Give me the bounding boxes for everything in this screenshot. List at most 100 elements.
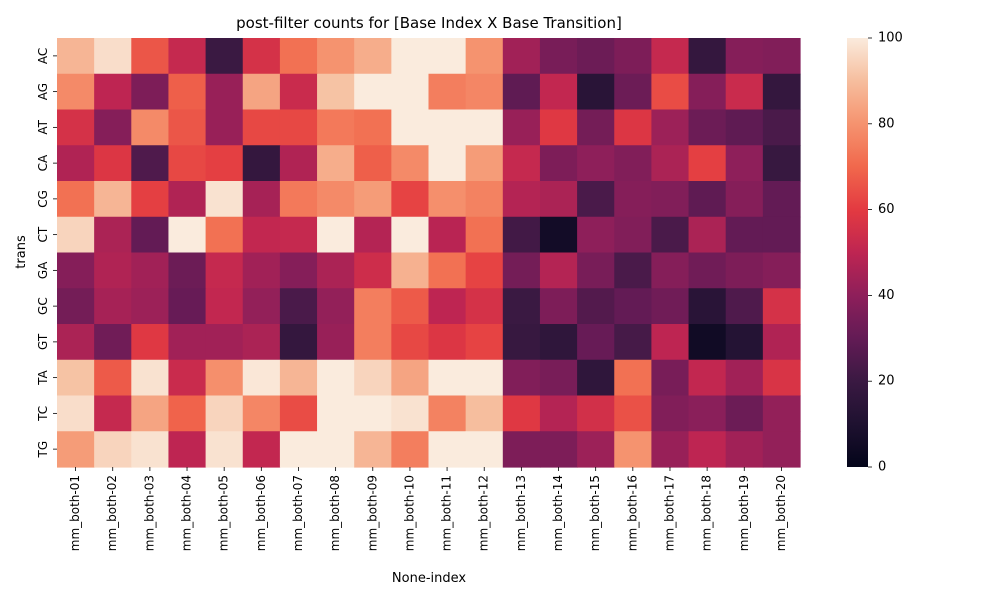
- heatmap-cell: [577, 109, 615, 146]
- heatmap-cell: [131, 73, 170, 111]
- heatmap-cell: [614, 288, 652, 325]
- heatmap-cell: [651, 145, 690, 182]
- heatmap-cell: [688, 216, 727, 254]
- heatmap-cell: [465, 252, 504, 289]
- heatmap-cell: [428, 395, 467, 432]
- heatmap-cell: [725, 288, 764, 325]
- heatmap-cell: [539, 109, 578, 146]
- y-tick-label: CA: [36, 154, 50, 171]
- heatmap-cell: [539, 216, 578, 254]
- x-tick-label: mm_both-12: [477, 475, 491, 551]
- heatmap-cell: [354, 431, 392, 468]
- heatmap-cell: [168, 181, 207, 218]
- heatmap-cell: [577, 145, 615, 182]
- heatmap-cell: [168, 395, 207, 432]
- heatmap-cell: [391, 288, 430, 325]
- heatmap-cell: [762, 431, 801, 468]
- heatmap-cell: [317, 216, 355, 254]
- heatmap-cell: [502, 216, 541, 254]
- heatmap-cell: [391, 252, 430, 289]
- heatmap-cell: [94, 181, 132, 218]
- heatmap-cell: [391, 324, 430, 361]
- heatmap-cell: [317, 109, 355, 146]
- x-tick-label: mm_both-15: [588, 475, 602, 551]
- heatmap-cell: [242, 216, 281, 254]
- heatmap-cell: [465, 359, 504, 397]
- heatmap-cell: [242, 395, 281, 432]
- heatmap-cell: [317, 38, 355, 75]
- heatmap-cell: [502, 181, 541, 218]
- heatmap-cell: [502, 73, 541, 111]
- heatmap-cell: [391, 38, 430, 75]
- heatmap-cell: [502, 324, 541, 361]
- heatmap-cell: [205, 73, 244, 111]
- heatmap-cell: [94, 73, 132, 111]
- heatmap-cell: [57, 252, 95, 289]
- heatmap-cell: [131, 38, 170, 75]
- heatmap-cell: [242, 73, 281, 111]
- heatmap-cell: [94, 359, 132, 397]
- heatmap-cell: [577, 431, 615, 468]
- heatmap-cell: [688, 145, 727, 182]
- heatmap-cell: [57, 38, 95, 75]
- heatmap-cell: [428, 181, 467, 218]
- heatmap-cell: [317, 252, 355, 289]
- heatmap-cell: [205, 216, 244, 254]
- heatmap-cell: [317, 324, 355, 361]
- heatmap-cell: [57, 359, 95, 397]
- heatmap-cell: [614, 395, 652, 432]
- heatmap-cell: [279, 252, 318, 289]
- heatmap-cell: [762, 38, 801, 75]
- y-tick-label: CG: [36, 190, 50, 208]
- heatmap-cell: [577, 395, 615, 432]
- heatmap-cell: [242, 288, 281, 325]
- heatmap-cell: [391, 181, 430, 218]
- heatmap-cell: [205, 395, 244, 432]
- heatmap-cell: [614, 73, 652, 111]
- colorbar-tick-label: 100: [878, 31, 903, 46]
- heatmap-cell: [131, 145, 170, 182]
- heatmap-cell: [391, 73, 430, 111]
- heatmap-cell: [242, 431, 281, 468]
- heatmap-cell: [502, 38, 541, 75]
- heatmap-cell: [94, 145, 132, 182]
- heatmap-cell: [539, 38, 578, 75]
- heatmap-cell: [688, 252, 727, 289]
- heatmap-cell: [465, 145, 504, 182]
- heatmap-cell: [131, 252, 170, 289]
- heatmap-cell: [205, 431, 244, 468]
- colorbar-tick-label: 20: [878, 374, 895, 389]
- heatmap-cell: [614, 431, 652, 468]
- x-tick-label: mm_both-09: [365, 475, 379, 551]
- heatmap-cell: [688, 359, 727, 397]
- y-tick-label: AG: [36, 83, 50, 100]
- heatmap-cell: [317, 73, 355, 111]
- heatmap-cell: [94, 431, 132, 468]
- x-tick-label: mm_both-17: [662, 475, 676, 551]
- heatmap-cell: [57, 324, 95, 361]
- heatmap-cell: [242, 145, 281, 182]
- heatmap-cell: [94, 395, 132, 432]
- heatmap-cell: [57, 431, 95, 468]
- colorbar-gradient: [847, 38, 868, 467]
- y-axis-ticks: AC AG AT CA CG CT GA GC GT TA TC TG: [36, 48, 57, 458]
- heatmap-cell: [131, 359, 170, 397]
- heatmap-cell: [94, 252, 132, 289]
- heatmap-cell: [57, 216, 95, 254]
- heatmap-cell: [57, 73, 95, 111]
- heatmap-cell: [205, 288, 244, 325]
- heatmap-cell: [725, 109, 764, 146]
- heatmap-cell: [688, 109, 727, 146]
- chart-title: post-filter counts for [Base Index X Bas…: [236, 14, 622, 32]
- heatmap-cell: [94, 109, 132, 146]
- heatmap-cell: [651, 181, 690, 218]
- heatmap-cell: [205, 181, 244, 218]
- heatmap-cell: [614, 109, 652, 146]
- heatmap-cell: [725, 252, 764, 289]
- heatmap-cell: [762, 324, 801, 361]
- heatmap-cell: [279, 216, 318, 254]
- heatmap-cell: [317, 181, 355, 218]
- heatmap-cell: [614, 145, 652, 182]
- heatmap-cell: [465, 395, 504, 432]
- x-tick-label: mm_both-07: [291, 475, 305, 551]
